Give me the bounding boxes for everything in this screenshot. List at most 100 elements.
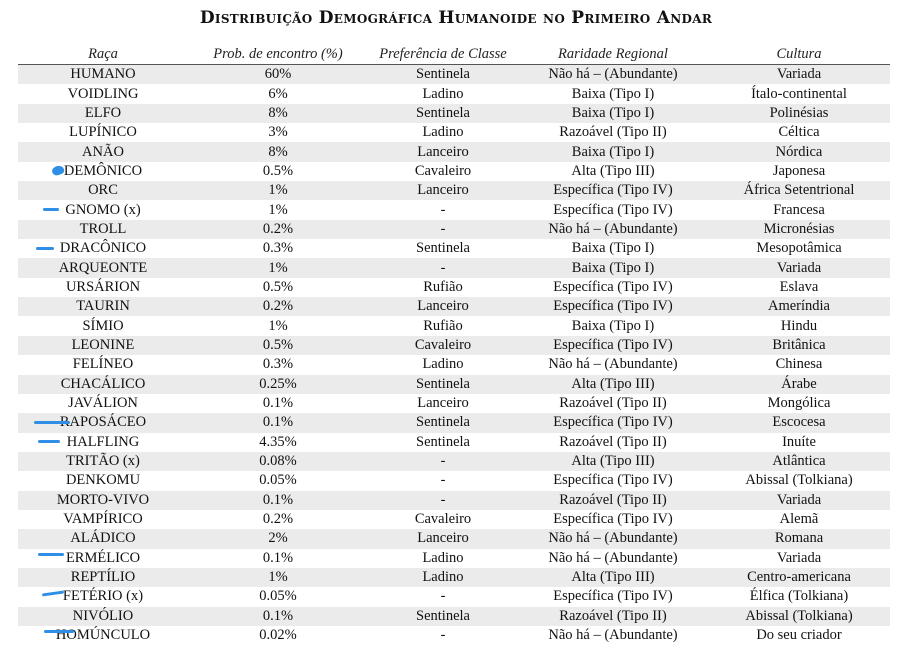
race-cell: FELÍNEO xyxy=(72,356,134,373)
culture-cell: Variada xyxy=(776,549,822,566)
probability-cell: 0.05% xyxy=(259,472,297,489)
rarity-cell: Baixa (Tipo I) xyxy=(518,103,708,124)
probability-cell: 0.1% xyxy=(188,606,368,626)
race-cell: REPTÍLIO xyxy=(18,567,188,588)
race-cell: DRACÔNICO xyxy=(59,240,147,257)
probability-cell: 0.5% xyxy=(262,162,294,179)
class-cell: - xyxy=(368,258,518,278)
class-cell: - xyxy=(440,472,446,489)
probability-cell: 1% xyxy=(268,317,288,334)
race-cell: CHACÁLICO xyxy=(18,374,188,394)
rarity-cell: Razoável (Tipo II) xyxy=(518,490,708,510)
class-cell: Ladino xyxy=(368,567,518,588)
table-row: SÍMIO 1% Rufião Baixa (Tipo I) Hindu xyxy=(18,316,890,335)
culture-cell: Ítalo-continental xyxy=(751,85,847,102)
table-row: DEMÔNICO 0.5% Cavaleiro Alta (Tipo III) Japo… xyxy=(18,162,890,181)
probability-cell: 8% xyxy=(188,142,368,162)
annotation-mark xyxy=(43,208,59,211)
probability-cell: 4.35% xyxy=(259,433,297,450)
race-cell: ELFO xyxy=(18,103,188,124)
rarity-cell: Alta (Tipo III) xyxy=(571,162,655,179)
table-body: HUMANO 60% Sentinela Não há – (Abundante) Va… xyxy=(18,64,890,646)
probability-cell: 60% xyxy=(188,64,368,85)
probability-cell: 1% xyxy=(188,181,368,201)
class-cell: Lanceiro xyxy=(417,395,469,412)
class-cell: Rufião xyxy=(423,278,463,295)
class-cell: Ladino xyxy=(422,124,464,141)
demographics-table: Raça Prob. de encontro (%) Preferência d… xyxy=(18,44,890,645)
rarity-cell: Alta (Tipo III) xyxy=(518,374,708,394)
rarity-cell: Específica (Tipo IV) xyxy=(553,472,673,489)
culture-cell: Élfica (Tolkiana) xyxy=(749,588,849,605)
header-culture: Cultura xyxy=(708,44,890,65)
culture-cell: Céltica xyxy=(778,124,820,141)
table-row: JAVÁLION 0.1% Lanceiro Razoável (Tipo II) Mo… xyxy=(18,394,890,413)
culture-cell: Ameríndia xyxy=(708,297,890,317)
culture-cell: Micronésias xyxy=(708,219,890,240)
class-cell: Cavaleiro xyxy=(368,335,518,356)
table-row: NIVÓLIO 0.1% Sentinela Razoável (Tipo II) Ab… xyxy=(18,606,890,626)
probability-cell: 1% xyxy=(268,201,288,218)
class-cell: Ladino xyxy=(422,549,464,566)
rarity-cell: Razoável (Tipo II) xyxy=(518,606,708,626)
table-row: ANÃO 8% Lanceiro Baixa (Tipo I) Nórdica xyxy=(18,142,890,162)
race-cell: HUMANO xyxy=(18,64,188,85)
rarity-cell: Não há – (Abundante) xyxy=(518,529,708,549)
race-cell: VAMPÍRICO xyxy=(63,511,143,528)
table-row: FETÉRIO (x) 0.05% - Específica (Tipo IV) Élf… xyxy=(18,587,890,606)
rarity-cell: Razoável (Tipo II) xyxy=(559,395,667,412)
class-cell: Lanceiro xyxy=(368,142,518,162)
class-cell: - xyxy=(440,627,446,644)
probability-cell: 3% xyxy=(268,124,288,141)
class-cell: Rufião xyxy=(423,317,463,334)
probability-cell: 0.5% xyxy=(188,335,368,356)
table-row: HUMANO 60% Sentinela Não há – (Abundante) Va… xyxy=(18,64,890,85)
rarity-cell: Específica (Tipo IV) xyxy=(553,278,673,295)
culture-cell: Hindu xyxy=(780,317,818,334)
class-cell: - xyxy=(368,219,518,240)
rarity-cell: Não há – (Abundante) xyxy=(518,219,708,240)
annotation-mark xyxy=(38,553,64,556)
probability-cell: 0.02% xyxy=(259,627,297,644)
race-cell: TRITÃO (x) xyxy=(18,451,188,472)
culture-cell: Francesa xyxy=(773,201,825,218)
rarity-cell: Alta (Tipo III) xyxy=(518,451,708,472)
culture-cell: Chinesa xyxy=(775,356,823,373)
table-row: ARQUEONTE 1% - Baixa (Tipo I) Variada xyxy=(18,258,890,278)
culture-cell: Do seu criador xyxy=(756,627,842,644)
table-row: REPTÍLIO 1% Ladino Alta (Tipo III) Centro-am… xyxy=(18,567,890,588)
class-cell: - xyxy=(440,588,446,605)
header-race: Raça xyxy=(18,44,188,65)
table-row: TRITÃO (x) 0.08% - Alta (Tipo III) Atlântica xyxy=(18,451,890,472)
rarity-cell: Baixa (Tipo I) xyxy=(571,85,655,102)
annotation-mark xyxy=(44,630,74,633)
race-cell: JAVÁLION xyxy=(68,395,138,412)
race-cell: SÍMIO xyxy=(82,317,124,334)
race-cell: FETÉRIO (x) xyxy=(62,588,144,605)
probability-cell: 0.08% xyxy=(188,451,368,472)
probability-cell: 0.1% xyxy=(262,395,294,412)
probability-cell: 0.5% xyxy=(262,278,294,295)
race-cell: TAURIN xyxy=(18,297,188,317)
class-cell: Sentinela xyxy=(368,374,518,394)
race-cell: DENKOMU xyxy=(65,472,141,489)
race-cell: TROLL xyxy=(18,219,188,240)
rarity-cell: Específica (Tipo IV) xyxy=(553,511,673,528)
race-cell: LUPÍNICO xyxy=(69,124,137,141)
class-cell: - xyxy=(368,451,518,472)
culture-cell: Mesopotâmica xyxy=(756,240,842,257)
table-row: TROLL 0.2% - Não há – (Abundante) Micronésia… xyxy=(18,219,890,240)
class-cell: - xyxy=(368,490,518,510)
table-row: GNOMO (x) 1% - Específica (Tipo IV) Francesa xyxy=(18,200,890,219)
culture-cell: Alemã xyxy=(779,511,819,528)
race-cell: GNOMO (x) xyxy=(65,201,141,218)
rarity-cell: Não há – (Abundante) xyxy=(548,549,678,566)
culture-cell: Abissal (Tolkiana) xyxy=(745,472,853,489)
race-cell: NIVÓLIO xyxy=(18,606,188,626)
class-cell: Sentinela xyxy=(368,606,518,626)
probability-cell: 1% xyxy=(188,258,368,278)
table-row: HALFLING 4.35% Sentinela Razoável (Tipo II)… xyxy=(18,433,890,452)
rarity-cell: Não há – (Abundante) xyxy=(548,356,678,373)
table-row: MORTO-VIVO 0.1% - Razoável (Tipo II) Variada xyxy=(18,490,890,510)
class-cell: Ladino xyxy=(422,356,464,373)
